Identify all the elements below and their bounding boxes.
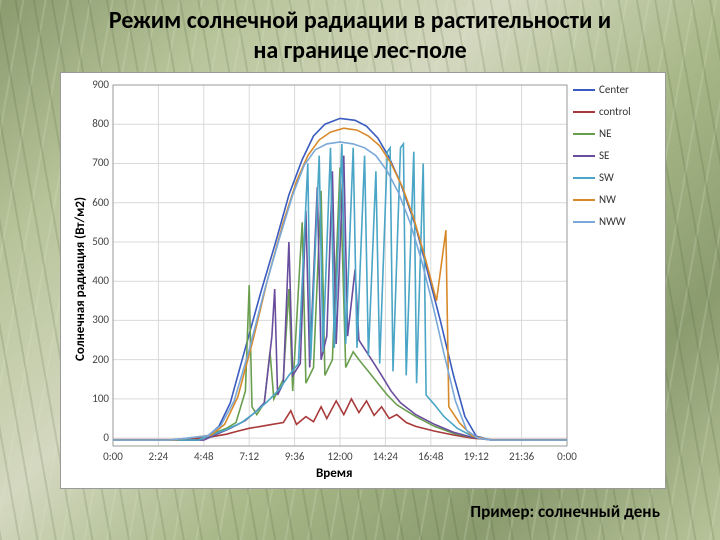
slide-root: Режим солнечной радиации в растительност… bbox=[0, 0, 720, 540]
x-tick-label: 21:36 bbox=[504, 450, 540, 463]
legend-swatch bbox=[573, 155, 595, 157]
legend-label: NE bbox=[599, 127, 611, 140]
legend-swatch bbox=[573, 111, 595, 113]
x-tick-label: 19:12 bbox=[458, 450, 494, 463]
slide-title: Режим солнечной радиации в растительност… bbox=[0, 6, 720, 66]
legend-swatch bbox=[573, 221, 595, 223]
title-line1: Режим солнечной радиации в растительност… bbox=[109, 6, 611, 35]
x-tick-label: 14:24 bbox=[367, 450, 403, 463]
y-axis-label: Солнечная радиация (Вт/м2) bbox=[73, 196, 88, 360]
legend-swatch bbox=[573, 133, 595, 135]
legend-item: Center bbox=[573, 83, 631, 96]
x-axis-label: Время bbox=[316, 466, 352, 481]
legend-item: NE bbox=[573, 127, 631, 140]
y-tick-label: 100 bbox=[69, 392, 109, 405]
legend-item: NW bbox=[573, 193, 631, 206]
title-line2: на границе лес-поле bbox=[253, 36, 466, 65]
y-tick-label: 800 bbox=[69, 117, 109, 130]
chart-container: 01002003004005006007008009000:002:244:48… bbox=[60, 72, 666, 489]
legend-label: Center bbox=[599, 83, 629, 96]
legend-swatch bbox=[573, 177, 595, 179]
x-tick-label: 7:12 bbox=[231, 450, 267, 463]
legend-label: NWW bbox=[599, 215, 626, 228]
legend-label: control bbox=[599, 105, 631, 118]
legend-item: SE bbox=[573, 149, 631, 162]
y-tick-label: 700 bbox=[69, 156, 109, 169]
y-tick-label: 0 bbox=[69, 431, 109, 444]
legend-label: NW bbox=[599, 193, 616, 206]
example-caption: Пример: солнечный день bbox=[470, 501, 660, 522]
legend-item: SW bbox=[573, 171, 631, 184]
legend-swatch bbox=[573, 89, 595, 91]
x-tick-label: 0:00 bbox=[549, 450, 585, 463]
x-tick-label: 12:00 bbox=[322, 450, 358, 463]
x-tick-label: 4:48 bbox=[186, 450, 222, 463]
legend: Center control NE SE SW NW NWW bbox=[573, 83, 631, 237]
legend-swatch bbox=[573, 199, 595, 201]
legend-item: NWW bbox=[573, 215, 631, 228]
x-tick-label: 0:00 bbox=[95, 450, 131, 463]
x-tick-label: 2:24 bbox=[140, 450, 176, 463]
legend-item: control bbox=[573, 105, 631, 118]
y-tick-label: 900 bbox=[69, 78, 109, 91]
x-tick-label: 9:36 bbox=[277, 450, 313, 463]
x-tick-label: 16:48 bbox=[413, 450, 449, 463]
legend-label: SE bbox=[599, 149, 609, 162]
legend-label: SW bbox=[599, 171, 614, 184]
